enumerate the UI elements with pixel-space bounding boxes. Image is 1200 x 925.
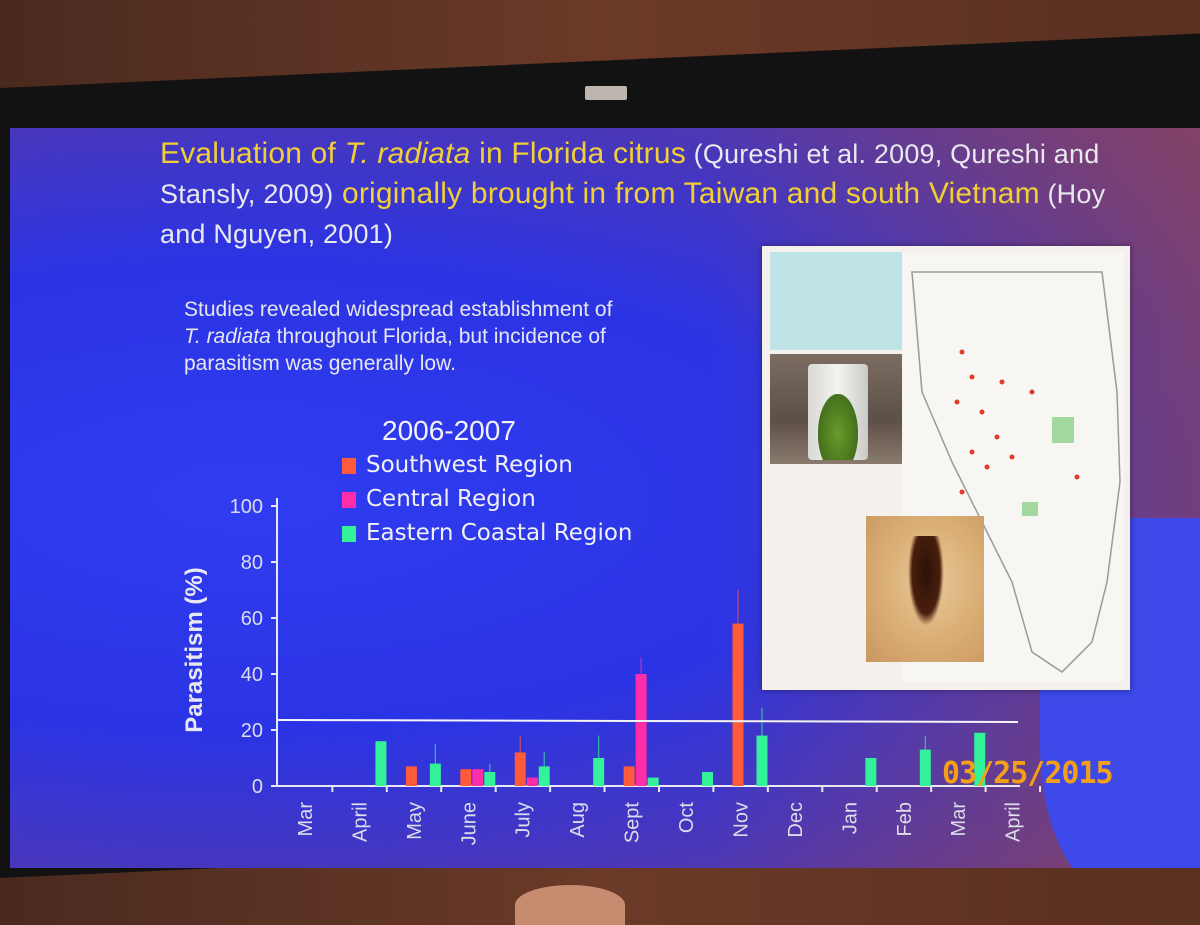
title-text-part2: in Florida citrus (470, 137, 686, 170)
y-tick-label: 80 (241, 552, 263, 574)
y-tick-label: 40 (241, 664, 263, 686)
wasp-body-shape (908, 536, 944, 626)
x-tick-label: July (513, 802, 535, 838)
x-tick-label: Aug (567, 802, 589, 838)
x-tick-label: April (1003, 802, 1025, 842)
reference-line (277, 719, 1019, 723)
bar-central-region (526, 777, 538, 786)
bar-eastern-coastal-region (756, 735, 768, 786)
x-tick-label: Feb (894, 802, 916, 836)
bar-eastern-coastal-region (484, 772, 496, 786)
legend-swatch-1 (342, 458, 356, 474)
legend-swatch-2 (342, 492, 356, 508)
legend-swatch-3 (342, 526, 356, 542)
projector-mount (585, 86, 627, 100)
bar-eastern-coastal-region (974, 732, 986, 786)
presentation-slide: Evaluation of T. radiata in Florida citr… (10, 128, 1200, 868)
y-tick-label: 100 (230, 496, 263, 518)
bar-southwest-region (514, 752, 526, 786)
photo-map-panel (762, 246, 1130, 690)
bar-eastern-coastal-region (702, 772, 714, 786)
y-tick-label: 60 (241, 608, 263, 630)
summary-line2: throughout Florida, but incidence of (270, 325, 606, 348)
psyllid-illustration-image (770, 252, 902, 350)
tamarixia-wasp-photo (866, 516, 984, 662)
y-tick-label: 20 (241, 720, 263, 742)
legend-label-1: Southwest Region (366, 452, 573, 478)
bar-eastern-coastal-region (538, 766, 550, 786)
x-tick-label: Mar (948, 802, 970, 837)
bar-eastern-coastal-region (865, 758, 877, 786)
bar-eastern-coastal-region (919, 749, 931, 786)
x-tick-label: June (458, 802, 480, 845)
summary-species: T. radiata (184, 325, 271, 348)
parasitism-bar-chart: 2006-2007 Southwest Region Central Region E… (181, 415, 1042, 845)
x-tick-label: Jan (839, 802, 861, 834)
title-text-part3: originally brought in from Taiwan and so… (333, 177, 1040, 210)
x-tick-label: Oct (676, 802, 698, 834)
title-text-part1: Evaluation of (160, 137, 345, 170)
x-tick-label: Sept (622, 802, 644, 844)
audience-head-silhouette (515, 885, 625, 925)
slide-summary: Studies revealed widespread establishmen… (184, 296, 744, 377)
x-tick-label: May (404, 802, 426, 840)
legend-label-2: Central Region (366, 486, 536, 512)
x-tick-label: Nov (730, 802, 752, 838)
y-tick-label: 0 (252, 776, 263, 798)
x-tick-label: Dec (785, 802, 807, 838)
bar-southwest-region (623, 766, 635, 786)
florida-map-outline (911, 271, 1121, 673)
summary-line3: parasitism was generally low. (184, 352, 456, 375)
bar-southwest-region (460, 769, 472, 786)
bar-eastern-coastal-region (429, 763, 441, 786)
legend-label-3: Eastern Coastal Region (366, 520, 632, 546)
slide-title: Evaluation of T. radiata in Florida citr… (160, 134, 1120, 254)
plant-shape (818, 394, 858, 460)
title-species: T. radiata (344, 137, 471, 170)
bar-eastern-coastal-region (647, 777, 659, 786)
summary-line1: Studies revealed widespread establishmen… (184, 298, 613, 321)
bar-southwest-region (732, 623, 744, 786)
y-axis-label: Parasitism (%) (181, 567, 208, 732)
bar-southwest-region (405, 766, 417, 786)
chart-title: 2006-2007 (382, 415, 516, 446)
title-citation-1: (Qureshi et al. 2009, Qureshi and Stansl… (160, 139, 1100, 209)
bar-eastern-coastal-region (593, 758, 605, 786)
x-tick-label: April (349, 802, 371, 842)
bar-central-region (472, 769, 484, 786)
title-citation-2: (Hoy and Nguyen, 2001) (160, 179, 1106, 249)
bar-eastern-coastal-region (375, 741, 387, 786)
camera-date-stamp: 03/25/2015 (942, 756, 1114, 791)
bar-central-region (635, 674, 647, 786)
rearing-vial-photo (770, 354, 902, 464)
x-tick-label: Mar (295, 802, 317, 837)
